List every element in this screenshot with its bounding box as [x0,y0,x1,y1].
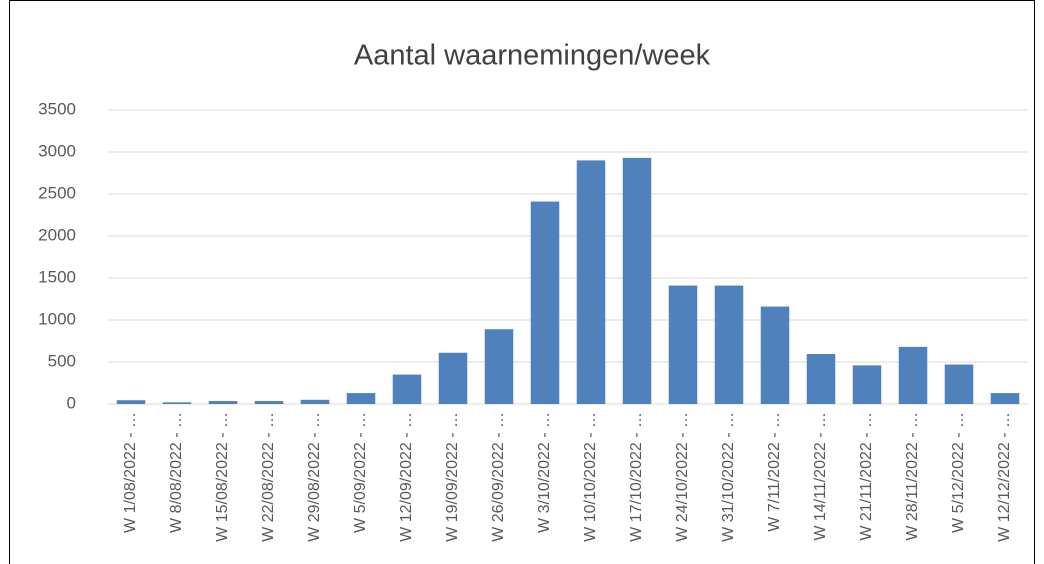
bar [254,401,284,404]
y-tick-label: 0 [67,393,76,412]
bar [116,400,146,404]
y-tick-label: 2500 [38,183,76,202]
x-tick-label: W 31/10/2022 - … [720,412,737,542]
x-tick-label: W 12/12/2022 - … [996,412,1013,542]
bar [576,160,606,404]
x-tick-label: W 28/11/2022 - … [904,412,921,541]
bar [806,354,836,404]
bar [392,374,422,404]
bar [438,352,468,404]
bar [714,285,744,404]
x-tick-label: W 21/11/2022 - … [858,412,875,541]
y-tick-label: 1500 [38,267,76,286]
chart-frame [9,0,1035,564]
x-tick-label: W 19/09/2022 - … [444,412,461,542]
y-tick-label: 3500 [38,99,76,118]
x-tick-label: W 5/12/2022 - … [950,412,967,533]
x-tick-label: W 12/09/2022 - … [398,412,415,542]
x-tick-label: W 15/08/2022 - … [214,412,231,542]
bar [668,285,698,404]
bar [990,393,1020,404]
x-tick-label: W 1/08/2022 - … [122,412,139,533]
y-tick-label: 2000 [38,225,76,244]
x-tick-label: W 14/11/2022 - … [812,412,829,541]
bar [530,201,560,404]
bar [898,346,928,404]
bar [300,399,330,404]
y-tick-label: 500 [48,351,76,370]
y-tick-label: 3000 [38,141,76,160]
x-tick-label: W 8/08/2022 - … [168,412,185,533]
bar [944,364,974,404]
x-tick-label: W 5/09/2022 - … [352,412,369,533]
x-tick-label: W 26/09/2022 - … [490,412,507,542]
x-tick-label: W 7/11/2022 - … [766,412,783,532]
x-tick-label: W 3/10/2022 - … [536,412,553,533]
bar [346,393,376,404]
bar [622,157,652,404]
chart-title: Aantal waarnemingen/week [354,40,711,72]
x-tick-label: W 24/10/2022 - … [674,412,691,542]
bar [760,306,790,404]
bar [162,402,192,404]
x-tick-label: W 10/10/2022 - … [582,412,599,542]
bar [852,365,882,404]
bar [484,329,514,404]
bar [208,401,238,404]
x-tick-label: W 29/08/2022 - … [306,412,323,542]
x-tick-label: W 22/08/2022 - … [260,412,277,542]
x-tick-label: W 17/10/2022 - … [628,412,645,542]
y-tick-label: 1000 [38,309,76,328]
